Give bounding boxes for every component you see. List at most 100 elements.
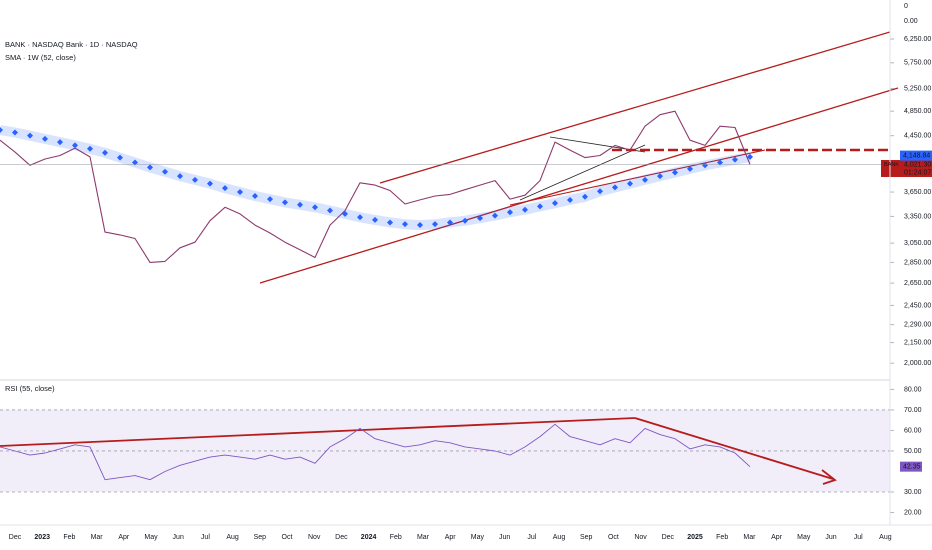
x-tick-label: Mar bbox=[91, 534, 104, 541]
y-tick-label: 80.00 bbox=[904, 386, 922, 393]
y-tick-label: 3,050.00 bbox=[904, 240, 931, 247]
x-tick-label: Apr bbox=[118, 534, 130, 541]
y-tick-label: 2,650.00 bbox=[904, 280, 931, 287]
y-tick-label: 60.00 bbox=[904, 427, 922, 434]
sma-point bbox=[282, 199, 288, 206]
x-tick-label: May bbox=[471, 534, 485, 541]
y-tick-label: 70.00 bbox=[904, 407, 922, 414]
x-tick-label: Oct bbox=[282, 534, 293, 541]
sma-point bbox=[162, 168, 168, 175]
channel-lower bbox=[259, 87, 899, 284]
sma-point bbox=[207, 180, 213, 187]
sma-point bbox=[357, 214, 363, 221]
label-layer: BANK · NASDAQ Bank · 1D · NASDAQ SMA · 1… bbox=[5, 3, 931, 541]
x-tick-label: Nov bbox=[308, 534, 321, 541]
sma-point bbox=[612, 184, 618, 191]
y-tick-label: 20.00 bbox=[904, 509, 922, 516]
annotations bbox=[0, 31, 899, 485]
sma-point bbox=[237, 189, 243, 196]
x-tick-label: 2023 bbox=[34, 534, 50, 541]
sma-point bbox=[447, 219, 453, 226]
y-tick-label: 2,150.00 bbox=[904, 339, 931, 346]
top-label: 0.00 bbox=[904, 18, 918, 25]
chart-title: BANK · NASDAQ Bank · 1D · NASDAQ bbox=[5, 40, 138, 49]
y-tick-label: 6,250.00 bbox=[904, 36, 931, 43]
rsi-tag bbox=[900, 461, 922, 472]
sma-point bbox=[462, 217, 468, 224]
sma-point bbox=[627, 180, 633, 187]
x-tick-label: Nov bbox=[634, 534, 647, 541]
sma-point bbox=[657, 173, 663, 180]
x-tick-label: Feb bbox=[390, 534, 402, 541]
sma-point bbox=[117, 154, 123, 161]
sma-point bbox=[147, 164, 153, 171]
sma-point bbox=[177, 173, 183, 180]
y-tick-label: 2,000.00 bbox=[904, 360, 931, 367]
y-tick-label: 2,850.00 bbox=[904, 259, 931, 266]
y-tick-label: 4,450.00 bbox=[904, 133, 931, 140]
sma-point bbox=[732, 156, 738, 163]
sma-point bbox=[672, 169, 678, 176]
data-layer bbox=[0, 110, 932, 481]
y-tick-label: 30.00 bbox=[904, 489, 922, 496]
x-tick-label: Dec bbox=[335, 534, 348, 541]
x-tick-label: Mar bbox=[743, 534, 756, 541]
triangle-bottom bbox=[519, 144, 646, 201]
last-price-label: 4,021.30 bbox=[904, 161, 931, 168]
y-tick-label: 5,750.00 bbox=[904, 60, 931, 67]
sma-point bbox=[267, 196, 273, 203]
channel-inner bbox=[509, 149, 766, 206]
sma-point bbox=[132, 159, 138, 166]
sma-point bbox=[582, 193, 588, 200]
sma-legend: SMA · 1W (52, close) bbox=[5, 53, 76, 62]
price-line bbox=[0, 110, 751, 263]
x-tick-label: Apr bbox=[445, 534, 457, 541]
x-tick-label: Sep bbox=[254, 534, 267, 541]
sma-point bbox=[327, 207, 333, 214]
x-tick-label: Aug bbox=[879, 534, 892, 541]
sma-point bbox=[312, 204, 318, 211]
sma-point bbox=[432, 221, 438, 228]
sma-point bbox=[477, 215, 483, 222]
last-price-tag bbox=[881, 159, 932, 177]
y-tick-label: 50.00 bbox=[904, 448, 922, 455]
sma-point bbox=[492, 212, 498, 219]
sma-tag bbox=[900, 150, 932, 161]
x-tick-label: Dec bbox=[9, 534, 22, 541]
x-tick-label: Oct bbox=[608, 534, 619, 541]
rsi-arrow-head bbox=[821, 469, 837, 485]
sma-point bbox=[12, 129, 18, 136]
sma-point bbox=[102, 149, 108, 156]
sma-point bbox=[747, 153, 753, 160]
x-tick-label: Sep bbox=[580, 534, 593, 541]
x-tick-label: Apr bbox=[771, 534, 783, 541]
x-tick-label: Dec bbox=[662, 534, 675, 541]
sma-point bbox=[567, 196, 573, 203]
sma-point bbox=[222, 185, 228, 192]
sma-point bbox=[342, 210, 348, 217]
sma-point bbox=[387, 219, 393, 226]
x-tick-label: Jun bbox=[173, 534, 184, 541]
x-tick-label: Mar bbox=[417, 534, 430, 541]
sma-point bbox=[642, 176, 648, 183]
x-tick-label: Jul bbox=[201, 534, 210, 541]
sma-point bbox=[252, 192, 258, 199]
y-tick-label: 5,250.00 bbox=[904, 85, 931, 92]
top-label: 0 bbox=[904, 3, 908, 10]
x-tick-label: 2024 bbox=[361, 534, 377, 541]
x-tick-label: Aug bbox=[553, 534, 566, 541]
x-tick-label: Feb bbox=[63, 534, 75, 541]
x-tick-label: Feb bbox=[716, 534, 728, 541]
channel-upper bbox=[379, 31, 891, 184]
rsi-trend-down bbox=[634, 417, 834, 480]
sma-point bbox=[687, 165, 693, 172]
rsi-last-label: 42.35 bbox=[903, 463, 921, 470]
sma-point bbox=[537, 203, 543, 210]
sma-point bbox=[597, 188, 603, 195]
sma-point bbox=[72, 142, 78, 149]
sma-point bbox=[702, 162, 708, 169]
sma-point bbox=[57, 139, 63, 146]
x-tick-label: 2025 bbox=[687, 534, 703, 541]
sma-point bbox=[417, 222, 423, 229]
